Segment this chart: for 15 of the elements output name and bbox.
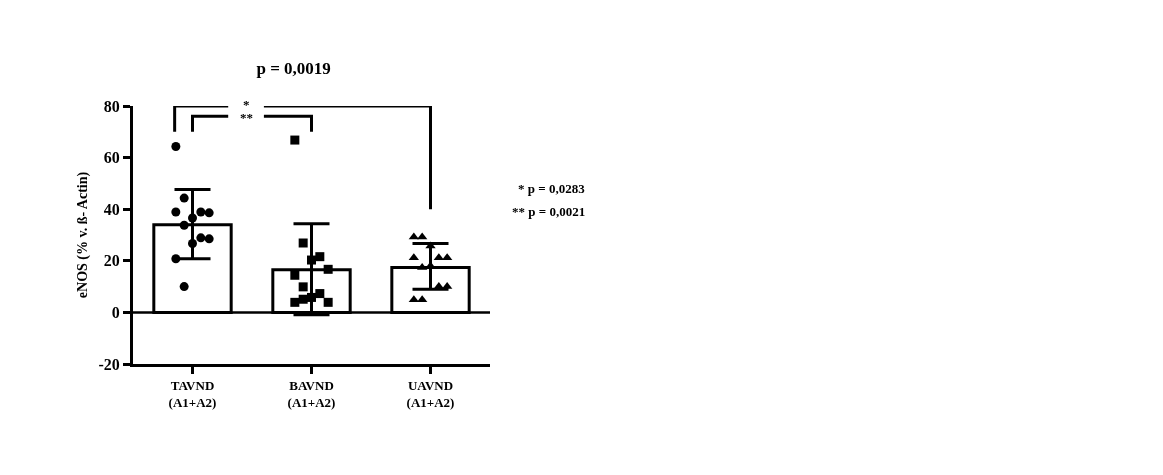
annotation: * <box>243 97 250 112</box>
y-tick-label: 80 <box>103 97 120 115</box>
y-tick-label: -20 <box>98 355 120 373</box>
text: * p = 0,0283 <box>518 181 586 196</box>
y-tick-label: 40 <box>103 200 120 218</box>
y-tick-label: 60 <box>103 149 120 167</box>
x-tick-label: BAVND (A1+A2) <box>287 377 336 410</box>
y-tick-label: 0 <box>111 304 120 321</box>
annotation: ** <box>240 110 253 125</box>
text: ** p = 0,0021 <box>512 204 586 219</box>
y-axis-title: eNOS (% v. ß- Actin) <box>75 171 92 299</box>
y-tick-label: 20 <box>103 252 120 270</box>
x-tick-label: UAVND (A1+A2) <box>406 377 455 410</box>
x-tick-label: TAVND (A1+A2) <box>168 377 217 410</box>
chart-title: p = 0,0019 <box>256 58 331 78</box>
